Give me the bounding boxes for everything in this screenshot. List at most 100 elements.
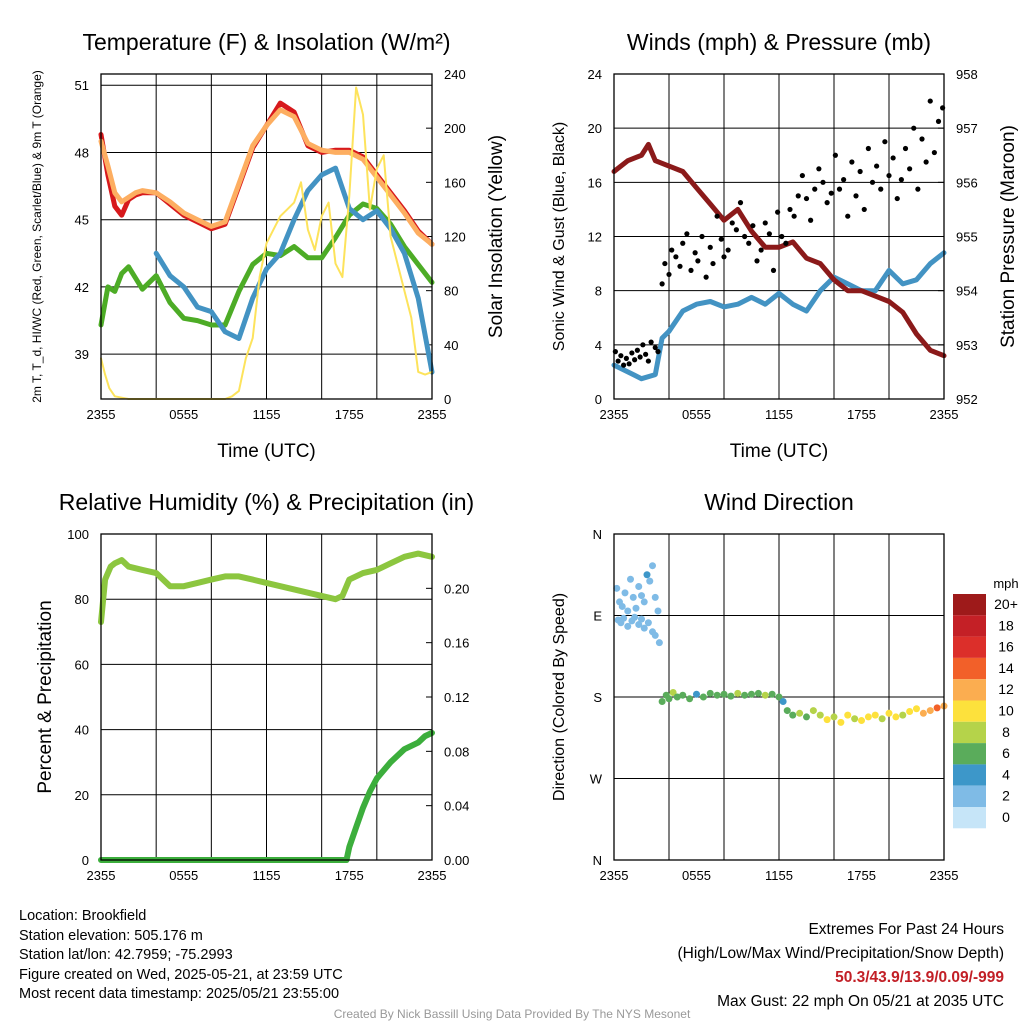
x-tick-label: 2355	[600, 407, 629, 422]
gust-point	[919, 136, 925, 142]
legend-label: 2	[1002, 788, 1010, 804]
legend-swatch	[953, 594, 986, 616]
legend-swatch	[953, 764, 986, 786]
gust-point	[828, 190, 834, 196]
gust-point	[766, 231, 772, 237]
gust-point	[680, 240, 686, 246]
y-tick-label: 42	[75, 280, 89, 295]
gust-point	[874, 163, 880, 169]
direction-point	[651, 631, 659, 639]
direction-point	[761, 691, 769, 699]
x-tick-label: 1155	[253, 868, 281, 883]
x-tick-label: 2355	[930, 407, 959, 422]
x-tick-label: 0555	[169, 868, 198, 883]
gust-point	[935, 118, 942, 124]
extremes-title: Extremes For Past 24 Hours	[808, 921, 1004, 938]
y-axis-label: 2m T, T_d, HI/WC (Red, Green, Scarlet/Bl…	[30, 70, 44, 403]
x-axis-label: Time (UTC)	[730, 441, 829, 462]
direction-point	[624, 607, 632, 615]
gust-point	[621, 362, 627, 368]
legend-label: 12	[998, 681, 1014, 697]
direction-point	[851, 715, 859, 723]
direction-point	[654, 607, 662, 615]
legend-swatch	[953, 785, 986, 807]
legend-label: 8	[1002, 724, 1010, 740]
series-line-1	[611, 250, 947, 382]
extremes-info: Extremes For Past 24 Hours (High/Low/Max…	[678, 918, 1005, 1014]
gust-point	[865, 145, 871, 152]
direction-point	[858, 717, 865, 725]
gust-point	[894, 195, 900, 202]
x-tick-label: 2355	[600, 868, 629, 883]
plot-frame	[613, 533, 945, 861]
direction-point	[754, 689, 762, 697]
direction-point	[649, 562, 656, 570]
x-tick-label: 2355	[930, 868, 959, 883]
gust-point	[882, 139, 888, 145]
gust-point	[795, 193, 801, 199]
credit-text: Created By Nick Bassill Using Data Provi…	[333, 1007, 691, 1021]
elevation-text: Station elevation: 505.176 m	[19, 927, 203, 944]
y-axis-label-right: Station Pressure (Maroon)	[998, 125, 1019, 348]
series-line-2	[611, 141, 947, 359]
gust-point	[725, 247, 731, 253]
gust-point	[845, 213, 851, 219]
y-tick-label-right: 0.08	[444, 744, 469, 759]
direction-point	[644, 619, 652, 627]
y-tick-label: N	[593, 853, 602, 868]
gust-point	[878, 186, 884, 192]
y-tick-label: 4	[595, 338, 602, 353]
y-tick-label-right: 200	[444, 121, 466, 136]
y-tick-label: 60	[75, 657, 89, 672]
direction-point	[919, 709, 927, 717]
direction-point	[885, 709, 893, 717]
direction-point	[892, 713, 900, 721]
gust-point	[615, 358, 621, 364]
gust-point	[754, 258, 760, 264]
direction-point	[679, 691, 687, 699]
direction-point	[646, 577, 654, 585]
y-tick-label: W	[590, 772, 603, 787]
gust-point	[695, 258, 701, 264]
y-tick-label: 24	[588, 67, 602, 82]
gust-point	[762, 220, 768, 226]
direction-point	[878, 715, 886, 723]
direction-point	[768, 690, 776, 698]
latlon-text: Station lat/lon: 42.7959; -75.2993	[19, 947, 233, 963]
gust-point	[779, 233, 785, 240]
gust-point	[737, 200, 744, 206]
direction-point	[913, 705, 920, 713]
y-tick-label: 80	[75, 592, 89, 607]
y-tick-label: 51	[75, 78, 89, 93]
direction-point	[789, 711, 797, 719]
y-tick-label: 39	[75, 347, 89, 362]
gust-point	[718, 236, 724, 242]
gust-point	[799, 172, 805, 179]
gust-point	[816, 166, 822, 172]
gust-point	[808, 217, 814, 223]
gust-point	[923, 159, 929, 165]
direction-point	[809, 707, 817, 715]
legend-swatch	[953, 721, 986, 744]
direction-point	[699, 693, 707, 701]
direction-point	[693, 690, 700, 698]
gust-point	[677, 263, 683, 269]
gust-point	[742, 233, 748, 240]
direction-point	[816, 711, 824, 719]
direction-point	[624, 622, 632, 630]
gust-point	[655, 349, 661, 355]
direction-point	[748, 690, 755, 698]
y-tick-label-right: 958	[956, 67, 978, 82]
y-tick-label-right: 160	[444, 175, 466, 190]
gust-point	[643, 351, 649, 357]
gust-point	[703, 274, 709, 280]
legend-label: 18	[998, 617, 1014, 633]
direction-point	[823, 716, 831, 724]
y-tick-label: 16	[588, 175, 602, 190]
gust-point	[721, 254, 727, 260]
y-tick-label-right: 40	[444, 338, 458, 353]
gust-point	[750, 223, 756, 229]
legend-swatch	[953, 807, 986, 829]
chart-title: Winds (mph) & Pressure (mb)	[627, 29, 931, 55]
